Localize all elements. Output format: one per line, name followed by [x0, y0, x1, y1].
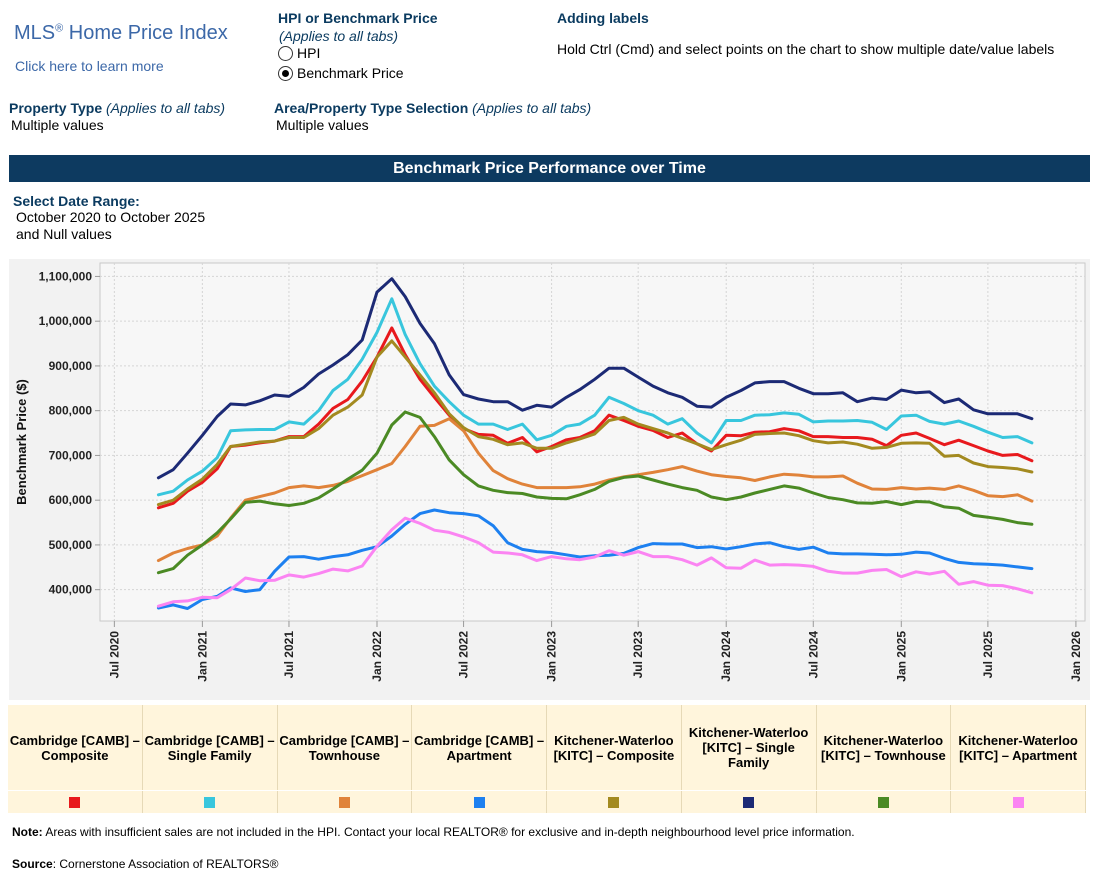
area-selection-header: Area/Property Type Selection (Applies to…	[274, 100, 591, 116]
x-tick-label: Jan 2021	[195, 631, 209, 682]
y-tick-label: 600,000	[49, 493, 93, 507]
logo-registered-mark: ®	[55, 22, 64, 35]
radio-option-hpi[interactable]: HPI	[278, 43, 404, 63]
legend-swatch-6	[877, 796, 889, 808]
adding-labels-title: Adding labels	[557, 10, 649, 26]
legend-swatch-5	[743, 796, 755, 808]
legend-swatch-7	[1012, 796, 1024, 808]
legend-swatch-cell-4[interactable]	[547, 791, 682, 813]
area-selection-value[interactable]: Multiple values	[276, 117, 369, 133]
benchmark-price-chart[interactable]: 400,000 500,000 600,000 700,000 800,000 900,0…	[9, 259, 1090, 700]
y-axis-title: Benchmark Price ($)	[14, 379, 29, 505]
x-tick-label: Jan 2023	[545, 631, 559, 682]
radio-benchmark-label: Benchmark Price	[297, 65, 404, 81]
legend-swatch-cell-3[interactable]	[412, 791, 547, 813]
mls-hpi-logo[interactable]: MLS® Home Price Index	[14, 22, 228, 45]
logo-title-mls: MLS	[14, 22, 56, 44]
legend-swatch-cell-1[interactable]	[142, 791, 278, 813]
price-type-radio-group: HPI Benchmark Price	[278, 43, 404, 83]
legend-swatch-0	[69, 796, 81, 808]
legend-swatch-cell-5[interactable]	[681, 791, 817, 813]
series-line-7[interactable]	[156, 516, 1034, 608]
area-selection-label: Area/Property Type Selection	[274, 100, 469, 116]
legend-label-2[interactable]: Cambridge [CAMB] – Townhouse	[277, 705, 413, 790]
footer-source: Source: Cornerstone Association of REALT…	[12, 857, 279, 871]
radio-option-benchmark[interactable]: Benchmark Price	[278, 63, 404, 83]
source-label: Source	[12, 857, 53, 871]
legend-label-5[interactable]: Kitchener-Waterloo [KITC] – Single Famil…	[681, 705, 817, 790]
y-tick-label: 700,000	[49, 448, 93, 462]
series-line-1[interactable]	[156, 297, 1034, 497]
legend-label-0[interactable]: Cambridge [CAMB] – Composite	[8, 705, 143, 790]
x-tick-label: Jul 2023	[631, 631, 645, 679]
adding-labels-text: Hold Ctrl (Cmd) and select points on the…	[557, 41, 1055, 57]
series-line-6[interactable]	[156, 410, 1034, 575]
legend-swatch-cell-0[interactable]	[8, 791, 143, 813]
x-tick-label: Jul 2021	[282, 631, 296, 679]
property-type-value[interactable]: Multiple values	[11, 117, 104, 133]
y-tick-label: 800,000	[49, 404, 93, 418]
legend-swatch-cell-7[interactable]	[951, 791, 1086, 813]
note-text: Areas with insufficient sales are not in…	[42, 825, 855, 839]
source-text: : Cornerstone Association of REALTORS®	[52, 857, 279, 871]
legend-swatch-4	[608, 796, 620, 808]
note-label: Note:	[12, 825, 43, 839]
footer-note: Note: Areas with insufficient sales are …	[12, 825, 855, 839]
y-tick-label: 500,000	[49, 538, 93, 552]
y-tick-label: 1,100,000	[39, 269, 93, 283]
area-selection-note: (Applies to all tabs)	[472, 100, 592, 116]
x-tick-label: Jul 2022	[457, 631, 471, 679]
property-type-note: (Applies to all tabs)	[106, 100, 226, 116]
y-tick-label: 400,000	[49, 583, 93, 597]
property-type-label: Property Type	[9, 100, 103, 116]
date-range-line1[interactable]: October 2020 to October 2025	[16, 209, 206, 225]
radio-benchmark[interactable]	[278, 65, 293, 81]
chart-banner-title: Benchmark Price Performance over Time	[9, 155, 1090, 182]
legend-label-1[interactable]: Cambridge [CAMB] – Single Family	[142, 705, 278, 790]
legend-swatch-2	[338, 796, 350, 808]
legend-swatch-cell-2[interactable]	[277, 791, 413, 813]
x-tick-label: Jan 2022	[370, 631, 384, 682]
x-tick-label: Jan 2025	[894, 631, 908, 682]
y-tick-label: 1,000,000	[39, 314, 93, 328]
legend-swatch-cell-6[interactable]	[816, 791, 952, 813]
radio-hpi-label: HPI	[297, 45, 321, 61]
series-line-4[interactable]	[156, 339, 1034, 507]
radio-hpi[interactable]	[278, 45, 293, 61]
legend-label-4[interactable]: Kitchener-Waterloo [KITC] – Composite	[547, 705, 682, 790]
property-type-header: Property Type (Applies to all tabs)	[9, 100, 225, 116]
legend-swatch-3	[473, 796, 485, 808]
hpi-or-benchmark-label: HPI or Benchmark Price	[278, 10, 438, 26]
legend-label-7[interactable]: Kitchener-Waterloo [KITC] – Apartment	[951, 705, 1086, 790]
x-tick-label: Jan 2026	[1069, 631, 1083, 682]
legend-label-6[interactable]: Kitchener-Waterloo [KITC] – Townhouse	[816, 705, 952, 790]
y-tick-label: 900,000	[49, 359, 93, 373]
x-tick-label: Jul 2025	[981, 631, 995, 679]
series-line-5[interactable]	[156, 277, 1034, 480]
x-tick-label: Jul 2020	[107, 631, 121, 679]
legend-swatch-1	[204, 796, 216, 808]
legend-label-3[interactable]: Cambridge [CAMB] – Apartment	[412, 705, 547, 790]
series-line-2[interactable]	[156, 417, 1034, 563]
x-tick-label: Jan 2024	[719, 631, 733, 682]
logo-title-rest: Home Price Index	[63, 22, 228, 44]
date-range-label: Select Date Range:	[13, 193, 140, 209]
chart-legend: Cambridge [CAMB] – Composite Cambridge [C…	[8, 705, 1086, 813]
hpi-or-benchmark-note: (Applies to all tabs)	[279, 28, 399, 44]
chart-container: 400,000 500,000 600,000 700,000 800,000 900,0…	[9, 259, 1090, 700]
date-range-line2[interactable]: and Null values	[16, 226, 112, 242]
x-tick-label: Jul 2024	[806, 631, 820, 679]
learn-more-link[interactable]: Click here to learn more	[15, 58, 164, 74]
